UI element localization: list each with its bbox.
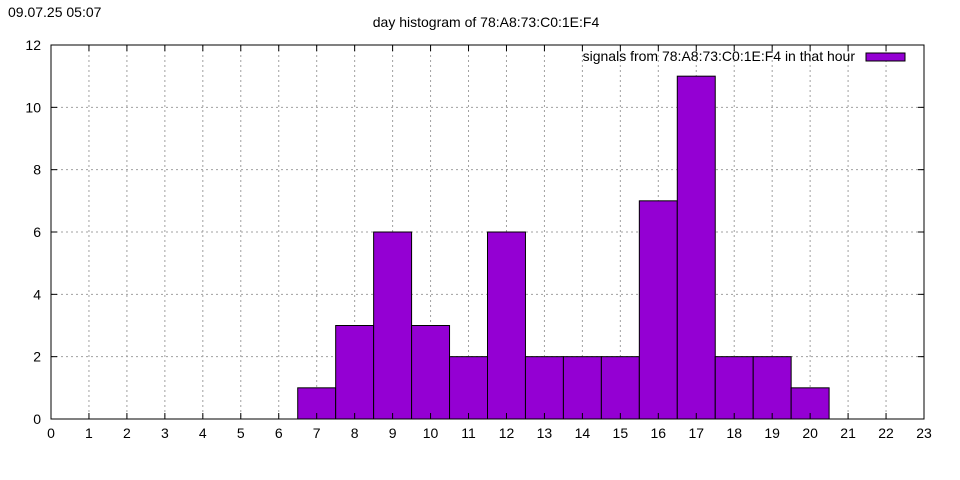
x-tick-label: 0 (47, 425, 55, 441)
x-tick-label: 2 (123, 425, 131, 441)
legend-swatch (865, 52, 906, 62)
x-tick-label: 18 (726, 425, 742, 441)
bars (297, 75, 830, 420)
x-tick-label: 13 (537, 425, 553, 441)
bar (676, 75, 716, 420)
x-tick-label: 17 (688, 425, 704, 441)
x-tick-label: 1 (85, 425, 93, 441)
x-tick-label: 9 (389, 425, 397, 441)
bar (600, 356, 640, 420)
y-tick-label: 8 (33, 162, 41, 178)
y-tick-label: 2 (33, 349, 41, 365)
x-tick-label: 4 (199, 425, 207, 441)
x-tick-label: 10 (423, 425, 439, 441)
x-tick-label: 16 (651, 425, 667, 441)
x-tick-label: 21 (840, 425, 856, 441)
y-tick-label: 10 (25, 99, 41, 115)
x-tick-label: 19 (764, 425, 780, 441)
x-tick-label: 12 (499, 425, 515, 441)
x-tick-label: 22 (878, 425, 894, 441)
timestamp: 09.07.25 05:07 (8, 4, 102, 20)
x-tick-label: 20 (802, 425, 818, 441)
x-tick-label: 7 (313, 425, 321, 441)
x-tick-label: 5 (237, 425, 245, 441)
x-tick-label: 14 (575, 425, 591, 441)
x-tick-label: 23 (916, 425, 932, 441)
bar (487, 231, 526, 420)
bar (411, 325, 451, 420)
x-tick-label: 11 (461, 425, 476, 441)
x-tick-label: 15 (613, 425, 629, 441)
ticks: 0 1 2 3 4 5 6 7 8 9 10 11 12 13 14 15 16 17 18 19 20 21 22 2302… (25, 37, 932, 441)
bar (714, 356, 754, 420)
bar (335, 325, 375, 420)
y-tick-label: 6 (33, 224, 41, 240)
y-tick-label: 12 (25, 37, 41, 53)
legend: signals from 78:A8:73:C0:1E:F4 in that h… (583, 48, 906, 64)
x-tick-label: 8 (351, 425, 359, 441)
bar (449, 356, 489, 420)
x-tick-label: 3 (161, 425, 169, 441)
bar (562, 356, 602, 420)
bar (752, 356, 792, 420)
bar (638, 200, 678, 420)
y-tick-label: 4 (33, 286, 41, 302)
legend-label: signals from 78:A8:73:C0:1E:F4 in that h… (583, 48, 856, 64)
x-tick-label: 6 (275, 425, 283, 441)
bar (524, 356, 564, 420)
chart-title: day histogram of 78:A8:73:C0:1E:F4 (373, 14, 600, 30)
y-tick-label: 0 (33, 411, 41, 427)
bar (373, 231, 413, 420)
